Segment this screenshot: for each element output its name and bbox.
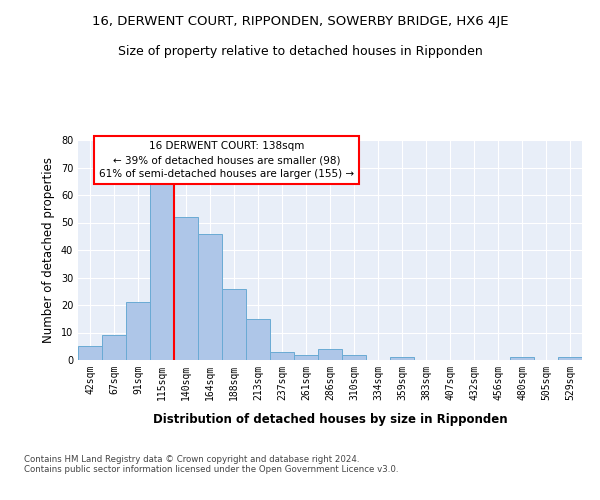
Bar — [222, 288, 246, 360]
Bar — [294, 354, 318, 360]
Bar — [510, 357, 534, 360]
Bar — [150, 173, 174, 360]
Y-axis label: Number of detached properties: Number of detached properties — [42, 157, 55, 343]
Bar — [126, 302, 150, 360]
Bar — [246, 319, 270, 360]
Bar — [390, 357, 414, 360]
Text: Distribution of detached houses by size in Ripponden: Distribution of detached houses by size … — [152, 412, 508, 426]
Bar — [102, 335, 126, 360]
Text: 16, DERWENT COURT, RIPPONDEN, SOWERBY BRIDGE, HX6 4JE: 16, DERWENT COURT, RIPPONDEN, SOWERBY BR… — [92, 15, 508, 28]
Bar — [318, 349, 342, 360]
Bar — [198, 234, 222, 360]
Bar — [558, 357, 582, 360]
Bar — [78, 346, 102, 360]
Text: Size of property relative to detached houses in Ripponden: Size of property relative to detached ho… — [118, 45, 482, 58]
Text: 16 DERWENT COURT: 138sqm
← 39% of detached houses are smaller (98)
61% of semi-d: 16 DERWENT COURT: 138sqm ← 39% of detach… — [99, 141, 354, 179]
Bar — [174, 217, 198, 360]
Bar — [270, 352, 294, 360]
Bar — [342, 354, 366, 360]
Text: Contains HM Land Registry data © Crown copyright and database right 2024.
Contai: Contains HM Land Registry data © Crown c… — [24, 455, 398, 474]
